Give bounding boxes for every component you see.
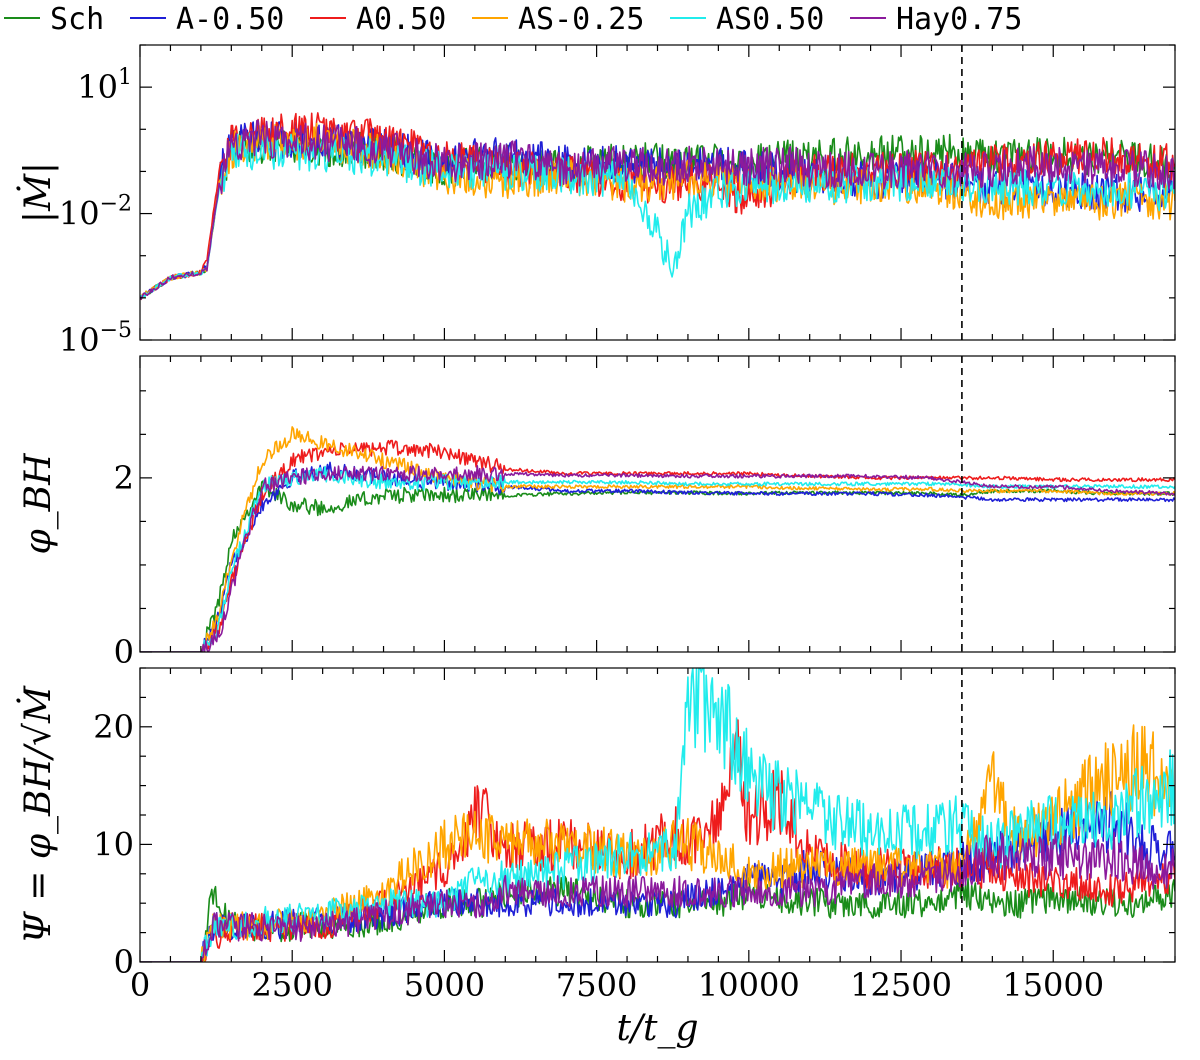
y-tick-label: 10−5 — [59, 318, 132, 359]
y-axis-label: Ψ = φ_BH/√Ṁ — [17, 685, 59, 944]
y-tick-label: 0 — [114, 943, 134, 981]
series-group — [140, 668, 1175, 962]
x-tick-label: 15000 — [1002, 966, 1104, 1004]
x-axis-label: t/t_g — [616, 1008, 698, 1049]
y-tick-label: 20 — [93, 708, 134, 746]
legend-label: Hay0.75 — [896, 2, 1022, 37]
x-tick-label: 2500 — [251, 966, 332, 1004]
y-tick-label: 101 — [77, 65, 132, 106]
series-line-sch — [140, 480, 1175, 652]
panels: 101 10−2 10−5 |Ṁ| 0 2 φ_BH 0 10 20 Ψ = φ_BH/√Ṁ — [17, 44, 1176, 981]
x-tick-label: 7500 — [556, 966, 637, 1004]
panel-phi: 0 2 φ_BH — [18, 355, 1176, 671]
series-line-as-0-25 — [140, 426, 1175, 652]
series-line-as0-50 — [140, 465, 1175, 652]
legend-entry-sch: Sch — [4, 2, 104, 37]
legend: Sch A-0.50 A0.50 AS-0.25 AS0.50 Hay0.75 — [4, 2, 1022, 37]
legend-entry-a0-50: A0.50 — [310, 2, 446, 37]
series-line-as0-50 — [140, 132, 1175, 299]
legend-entry-hay0-75: Hay0.75 — [850, 2, 1022, 37]
y-tick-label: 10 — [93, 825, 134, 863]
x-tick-label: 12500 — [850, 966, 952, 1004]
series-line-hay0-75 — [140, 119, 1175, 300]
series-line-as0-50 — [140, 668, 1175, 962]
legend-label: AS-0.25 — [518, 2, 644, 37]
y-tick-label: 0 — [114, 633, 134, 671]
legend-label: Sch — [50, 2, 104, 37]
legend-entry-as0-50: AS0.50 — [670, 2, 824, 37]
series-line-a0-50 — [140, 112, 1175, 301]
x-tick-label: 5000 — [404, 966, 485, 1004]
panel-mdot: 101 10−2 10−5 |Ṁ| — [17, 44, 1176, 359]
series-group — [140, 426, 1175, 652]
legend-entry-as-0-25: AS-0.25 — [472, 2, 644, 37]
legend-label: AS0.50 — [716, 2, 824, 37]
y-tick-label: 10−2 — [59, 192, 132, 233]
x-axis: 0 2500 5000 7500 10000 12500 15000 t/t_g — [130, 966, 1104, 1049]
legend-label: A-0.50 — [176, 2, 284, 37]
y-tick-label: 2 — [114, 459, 134, 497]
x-tick-label: 10000 — [698, 966, 800, 1004]
series-line-a-0-50 — [140, 461, 1175, 652]
x-tick-label: 0 — [130, 966, 150, 1004]
series-line-sch — [140, 126, 1175, 299]
legend-label: A0.50 — [356, 2, 446, 37]
y-axis-label: |Ṁ| — [17, 162, 59, 223]
legend-entry-a-0-50: A-0.50 — [130, 2, 284, 37]
panel-psi: 0 10 20 Ψ = φ_BH/√Ṁ — [17, 667, 1176, 981]
y-axis-label: φ_BH — [18, 453, 59, 555]
series-line-hay0-75 — [140, 465, 1175, 652]
series-line-hay0-75 — [140, 831, 1175, 962]
series-group — [140, 112, 1175, 301]
series-line-as-0-25 — [140, 724, 1175, 962]
